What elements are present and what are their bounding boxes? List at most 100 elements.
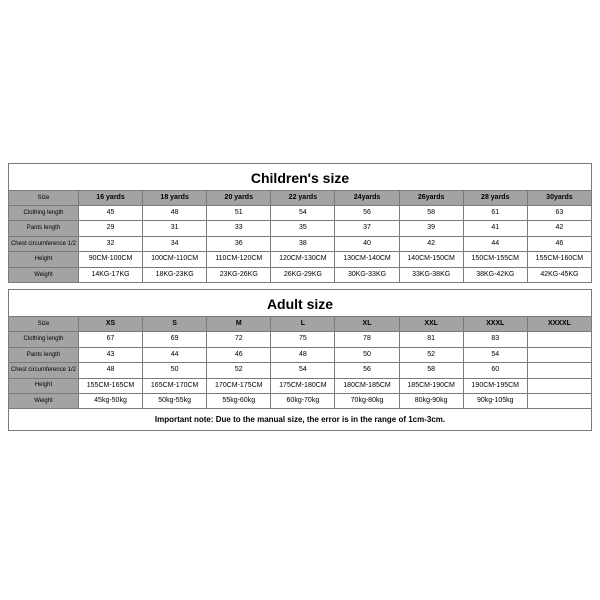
cell [527,363,591,378]
col-header: XL [335,317,399,332]
cell: 190CM-195CM [463,378,527,393]
table-row: Clothing length 67 69 72 75 78 81 83 [9,332,592,347]
cell: 41 [463,221,527,236]
cell: 35 [271,221,335,236]
cell: 175CM-180CM [271,378,335,393]
row-label: Chest circumference 1/2 [9,363,79,378]
cell: 55kg-60kg [207,393,271,408]
cell: 14KG-17KG [78,267,142,282]
col-header: 18 yards [143,190,207,205]
table-header-row: Size XS S M L XL XXL XXXL XXXXL [9,317,592,332]
col-header: XS [78,317,142,332]
cell: 32 [78,236,142,251]
cell: 72 [207,332,271,347]
cell: 60kg-70kg [271,393,335,408]
cell: 42 [527,221,591,236]
cell: 38KG-42KG [463,267,527,282]
table-row: Pants length 29 31 33 35 37 39 41 42 [9,221,592,236]
cell [527,347,591,362]
col-header: XXXL [463,317,527,332]
row-label: Chest circumference 1/2 [9,236,79,251]
cell: 70kg-80kg [335,393,399,408]
cell: 46 [527,236,591,251]
size-label-header: Size [9,190,79,205]
col-header: 16 yards [78,190,142,205]
col-header: XXXXL [527,317,591,332]
cell: 33KG-38KG [399,267,463,282]
row-label: Weight [9,267,79,282]
cell: 140CM-150CM [399,252,463,267]
cell: 120CM-130CM [271,252,335,267]
size-label-header: Size [9,317,79,332]
cell: 42KG-45KG [527,267,591,282]
cell: 43 [78,347,142,362]
cell: 48 [78,363,142,378]
table-row: Height 155CM-165CM 165CM-170CM 170CM-175… [9,378,592,393]
col-header: 30yards [527,190,591,205]
cell: 36 [207,236,271,251]
row-label: Height [9,378,79,393]
cell: 60 [463,363,527,378]
cell: 50kg-55kg [143,393,207,408]
adult-title: Adult size [8,289,592,316]
adult-size-block: Adult size Size XS S M L XL XXL XXXL XXX… [8,289,592,431]
col-header: M [207,317,271,332]
cell: 29 [78,221,142,236]
cell: 38 [271,236,335,251]
important-note: Important note: Due to the manual size, … [8,409,592,431]
cell: 52 [399,347,463,362]
cell: 34 [143,236,207,251]
col-header: XXL [399,317,463,332]
table-row: Chest circumference 1/2 48 50 52 54 56 5… [9,363,592,378]
cell: 83 [463,332,527,347]
col-header: 22 yards [271,190,335,205]
cell: 165CM-170CM [143,378,207,393]
table-header-row: Size 16 yards 18 yards 20 yards 22 yards… [9,190,592,205]
cell: 23KG-26KG [207,267,271,282]
cell: 81 [399,332,463,347]
cell: 110CM-120CM [207,252,271,267]
row-label: Weight [9,393,79,408]
cell: 75 [271,332,335,347]
cell [527,393,591,408]
col-header: 24yards [335,190,399,205]
table-row: Height 90CM-100CM 100CM-110CM 110CM-120C… [9,252,592,267]
cell: 54 [271,363,335,378]
cell [527,378,591,393]
cell: 30KG-33KG [335,267,399,282]
cell: 56 [335,363,399,378]
cell: 78 [335,332,399,347]
table-row: Clothing length 45 48 51 54 56 58 61 63 [9,206,592,221]
cell: 26KG-29KG [271,267,335,282]
cell: 46 [207,347,271,362]
table-row: Weight 14KG-17KG 18KG-23KG 23KG-26KG 26K… [9,267,592,282]
cell: 61 [463,206,527,221]
col-header: 26yards [399,190,463,205]
cell: 90kg-105kg [463,393,527,408]
cell: 18KG-23KG [143,267,207,282]
cell: 44 [463,236,527,251]
cell: 100CM-110CM [143,252,207,267]
table-row: Weight 45kg-50kg 50kg-55kg 55kg-60kg 60k… [9,393,592,408]
col-header: S [143,317,207,332]
cell: 58 [399,206,463,221]
row-label: Pants length [9,347,79,362]
row-label: Clothing length [9,206,79,221]
adult-size-table: Size XS S M L XL XXL XXXL XXXXL Clothing… [8,316,592,409]
cell: 50 [143,363,207,378]
cell: 170CM-175CM [207,378,271,393]
table-row: Chest circumference 1/2 32 34 36 38 40 4… [9,236,592,251]
cell: 155CM-165CM [78,378,142,393]
cell: 185CM-190CM [399,378,463,393]
cell: 31 [143,221,207,236]
cell: 48 [271,347,335,362]
cell: 56 [335,206,399,221]
cell: 69 [143,332,207,347]
cell: 45kg-50kg [78,393,142,408]
cell: 51 [207,206,271,221]
cell [527,332,591,347]
row-label: Clothing length [9,332,79,347]
cell: 42 [399,236,463,251]
cell: 44 [143,347,207,362]
cell: 150CM-155CM [463,252,527,267]
